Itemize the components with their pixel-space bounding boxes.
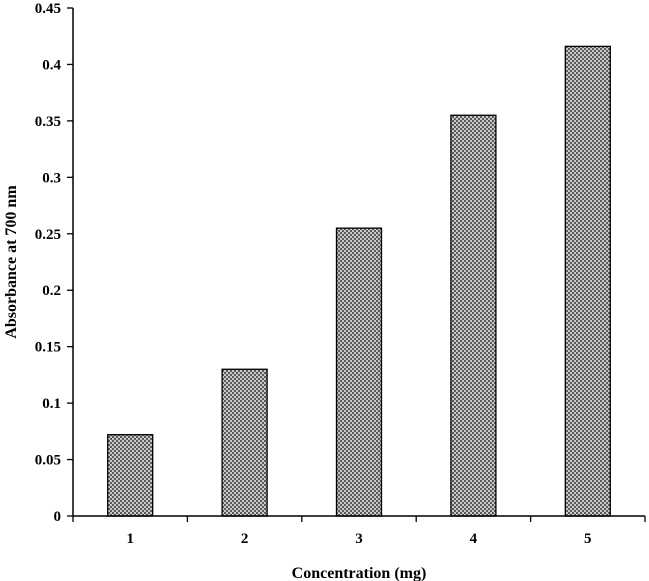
bar-4: [450, 114, 497, 517]
y-tick-label: 0.05: [35, 453, 61, 469]
x-tick-label: 4: [470, 531, 478, 547]
x-axis-title: Concentration (mg): [292, 565, 427, 581]
y-tick-label: 0.4: [42, 57, 61, 73]
y-tick-label: 0.1: [42, 396, 61, 412]
y-tick-label: 0: [54, 509, 62, 525]
y-tick-label: 0.15: [35, 340, 61, 356]
y-axis-title: Absorbance at 700 nm: [3, 185, 20, 339]
y-tick-label: 0.45: [35, 1, 61, 17]
y-tick-label: 0.3: [42, 170, 61, 186]
y-tick-label: 0.25: [35, 227, 61, 243]
x-tick-label: 2: [241, 531, 249, 547]
bar-2: [221, 368, 268, 517]
x-tick-label: 3: [355, 531, 363, 547]
bar-5: [564, 45, 611, 517]
x-tick-label: 5: [584, 531, 592, 547]
y-tick-label: 0.2: [42, 283, 61, 299]
x-tick-label: 1: [126, 531, 134, 547]
y-tick-label: 0.35: [35, 114, 61, 130]
bar-1: [107, 434, 154, 517]
bar-3: [335, 227, 383, 517]
